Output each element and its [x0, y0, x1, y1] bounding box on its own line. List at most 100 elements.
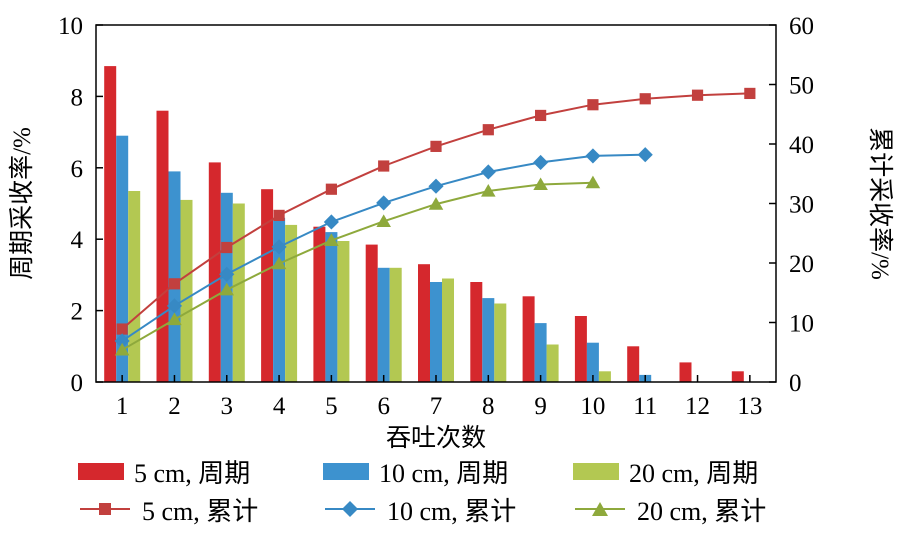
left-axis-title: 周期采收率/%: [8, 127, 36, 280]
right-tick-label: 20: [789, 251, 814, 278]
bar-1-9: [534, 323, 547, 382]
x-tick-label: 8: [482, 393, 495, 420]
x-tick-label: 5: [325, 393, 338, 420]
legend-item-10cm-cumulative: 10 cm, 累计: [323, 491, 573, 528]
legend-label-10cm-cycle: 10 cm, 周期: [379, 458, 509, 488]
legend-label-20cm-cycle: 20 cm, 周期: [629, 458, 759, 488]
legend: 5 cm, 周期 10 cm, 周期 20 cm, 周期 5 cm, 累计: [78, 452, 878, 528]
bar-1-7: [430, 282, 442, 382]
bar-0-1: [104, 66, 117, 382]
bar-2-7: [442, 278, 454, 382]
legend-item-10cm-cycle: 10 cm, 周期: [323, 453, 573, 490]
triangle-marker-icon: [114, 342, 130, 356]
bar-0-5: [313, 226, 326, 382]
bar-0-6: [365, 244, 378, 382]
left-tick-label: 8: [71, 84, 84, 111]
triangle-marker-icon: [219, 282, 235, 296]
square-marker-icon: [325, 183, 337, 195]
bar-1-1: [116, 135, 129, 382]
bar-2-5: [337, 241, 350, 382]
diamond-marker-icon: [533, 154, 549, 171]
diamond-marker-icon: [166, 298, 183, 314]
legend-line-swatch-20cm: [575, 502, 625, 516]
legend-label-5cm-cycle: 5 cm, 周期: [134, 458, 251, 488]
left-tick-label: 4: [71, 227, 84, 254]
square-marker-icon: [116, 323, 128, 335]
bar-2-6: [389, 267, 402, 382]
bar-1-6: [377, 267, 390, 382]
diamond-marker-icon: [428, 178, 444, 194]
triangle-marker-icon: [481, 184, 496, 197]
square-marker-icon: [744, 87, 756, 100]
bar-0-10: [574, 316, 587, 382]
triangle-marker-icon: [167, 312, 182, 326]
bar-0-12: [679, 362, 692, 382]
diamond-marker-icon: [342, 501, 358, 517]
legend-bar-swatch-5cm: [78, 462, 124, 480]
x-tick-label: 1: [116, 393, 129, 420]
square-marker-icon: [482, 124, 494, 136]
legend-label-20cm-cumulative: 20 cm, 累计: [637, 496, 767, 526]
bar-1-10: [586, 342, 599, 382]
bar-0-9: [522, 296, 535, 382]
square-marker-icon: [99, 503, 111, 515]
left-tick-label: 6: [71, 156, 84, 183]
square-marker-icon: [168, 278, 181, 290]
square-marker-icon: [378, 160, 390, 172]
left-tick-label: 0: [71, 370, 84, 397]
bar-2-1: [128, 191, 141, 382]
diamond-marker-icon: [376, 195, 392, 211]
bar-0-13: [731, 371, 744, 382]
bar-2-4: [285, 224, 298, 382]
bar-2-3: [232, 203, 245, 382]
x-tick-label: 2: [168, 393, 181, 420]
square-marker-icon: [691, 89, 704, 101]
triangle-marker-icon: [376, 214, 391, 227]
square-marker-icon: [639, 93, 651, 105]
x-tick-label: 11: [633, 393, 657, 420]
bar-swatch-rect: [573, 462, 619, 480]
left-tick-label: 10: [58, 13, 83, 40]
right-tick-label: 40: [789, 132, 814, 159]
x-tick-label: 13: [737, 393, 762, 420]
diamond-marker-icon: [480, 164, 496, 180]
x-tick-label: 9: [534, 393, 547, 420]
x-tick-label: 10: [580, 393, 605, 420]
legend-item-5cm-cumulative: 5 cm, 累计: [78, 491, 323, 528]
legend-item-5cm-cycle: 5 cm, 周期: [78, 453, 323, 490]
bar-2-9: [546, 344, 559, 382]
right-tick-label: 30: [789, 192, 814, 219]
triangle-marker-icon: [324, 233, 339, 246]
bar-0-7: [418, 264, 430, 382]
x-tick-label: 4: [273, 393, 286, 420]
diamond-marker-icon: [219, 266, 235, 282]
bar-0-3: [208, 162, 221, 382]
legend-bar-swatch-20cm: [573, 462, 619, 480]
bar-swatch-rect: [78, 462, 124, 480]
bar-2-8: [494, 303, 507, 382]
right-tick-label: 10: [789, 311, 814, 338]
right-tick-label: 60: [789, 13, 814, 40]
left-tick-label: 2: [71, 299, 84, 326]
square-marker-icon: [535, 109, 547, 122]
triangle-marker-icon: [428, 197, 444, 210]
right-axis-title: 累计采收率/%: [866, 127, 894, 280]
diamond-marker-icon: [585, 148, 601, 164]
bar-0-4: [261, 189, 274, 382]
bar-0-2: [156, 110, 169, 382]
legend-line-swatch-5cm: [80, 503, 130, 515]
bar-2-10: [598, 371, 611, 382]
triangle-marker-icon: [533, 177, 548, 191]
x-tick-label: 3: [221, 393, 234, 420]
right-tick-label: 0: [789, 370, 802, 397]
square-marker-icon: [587, 99, 599, 111]
diamond-marker-icon: [323, 214, 339, 230]
triangle-marker-icon: [271, 256, 287, 270]
triangle-marker-icon: [585, 175, 601, 189]
x-tick-label: 6: [377, 393, 390, 420]
bar-swatch-rect: [323, 462, 369, 480]
square-marker-icon: [221, 241, 233, 254]
legend-bar-swatch-10cm: [323, 462, 369, 480]
